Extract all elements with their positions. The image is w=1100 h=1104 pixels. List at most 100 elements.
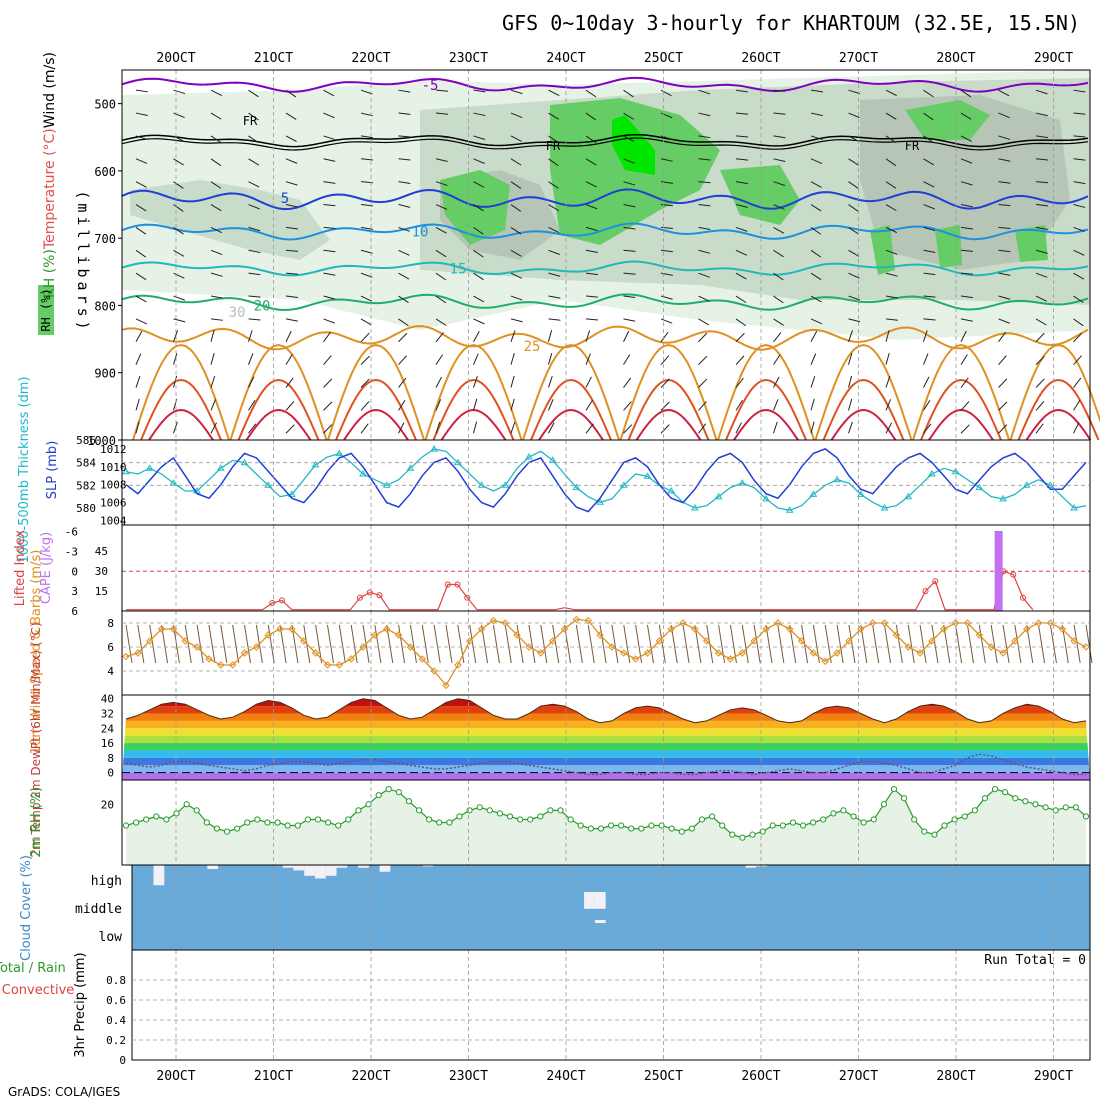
rh2m-point (1063, 805, 1068, 810)
rh2m-point (144, 817, 149, 822)
temp-band (122, 706, 1090, 713)
wind-barb (886, 376, 890, 387)
rh2m-point (962, 814, 967, 819)
wind-barb (624, 331, 629, 342)
pressure-tick: 500 (94, 98, 116, 112)
wind-barb-10m (458, 625, 464, 663)
rh2m-point (548, 808, 553, 813)
wind-barb (474, 331, 480, 342)
rh2m-point (1003, 790, 1008, 795)
wind-barb (136, 90, 148, 92)
wind-barb-10m (719, 625, 725, 663)
rh2m-point (164, 817, 169, 822)
wind-barb (699, 356, 707, 364)
millibars-label: (millibars) (74, 190, 92, 333)
wind-barb (211, 399, 216, 410)
rh2m-point (1043, 805, 1048, 810)
temp-tick: 16 (101, 737, 114, 750)
rh2m-point (265, 820, 270, 825)
panel-frame (122, 440, 1090, 525)
pressure-tick: 700 (94, 232, 116, 246)
rh2m-point (821, 817, 826, 822)
ylabel-part: Temperature (°C) (42, 128, 58, 250)
rh2m-point (831, 811, 836, 816)
wind-barb-10m (268, 625, 274, 663)
wind-barb (924, 377, 929, 388)
precip-tick: 0.6 (106, 994, 126, 1007)
surface-isotherm (442, 410, 506, 440)
cloud-bar (315, 865, 326, 879)
wind-barb (324, 332, 331, 342)
wind-barb (174, 90, 186, 93)
rh2m-point (588, 826, 593, 831)
rh2m-point (558, 808, 563, 813)
wind-barb-10m (197, 625, 203, 663)
wind-barb (586, 400, 592, 410)
wind-barb-10m (885, 625, 891, 663)
wind-barb (1036, 401, 1044, 410)
wind-barb (211, 319, 223, 320)
wind-barb-10m (410, 625, 416, 663)
bottom-date-label: 25OCT (644, 1069, 683, 1084)
cape-bar (995, 531, 1003, 611)
rh2m-point (396, 790, 401, 795)
wind-barb (286, 354, 292, 364)
wind-barb (174, 319, 186, 322)
bottom-date-label: 22OCT (351, 1069, 390, 1084)
wind-barb (324, 402, 332, 410)
rh2m-point (639, 826, 644, 831)
wind-barb-10m (529, 625, 535, 663)
rh2m-point (1073, 805, 1078, 810)
rh2m-point (891, 787, 896, 792)
chart-title: GFS 0~10day 3-hourly for KHARTOUM (32.5E… (502, 11, 1080, 35)
cloud-bar (304, 865, 315, 876)
rh2m-point (982, 796, 987, 801)
wind-barb-10m (778, 625, 784, 663)
wind-barb (549, 376, 553, 387)
precip-ylabel-part: Total / Rain (0, 961, 66, 976)
rh2m-point (871, 817, 876, 822)
wind-barb-10m (1015, 625, 1021, 663)
wind-barb-10m (742, 625, 748, 663)
wind-barb-10m (647, 625, 653, 663)
wind-barb (286, 331, 291, 342)
top-date-label: 28OCT (936, 51, 975, 66)
wind-barb (211, 353, 214, 365)
rh2m-point (154, 814, 159, 819)
rh2m-point (629, 826, 634, 831)
wind-barb (286, 319, 298, 321)
wind-barb (736, 333, 744, 342)
wind-barb-10m (434, 625, 440, 663)
temp-band (122, 758, 1090, 765)
wind-tick: 6 (107, 641, 114, 654)
surface-isotherm (929, 410, 993, 440)
temp-tick: 8 (107, 752, 114, 765)
rh2m-point (376, 793, 381, 798)
rh2m-point (689, 826, 694, 831)
wind-barb (849, 399, 852, 411)
temp-tick: 0 (107, 767, 114, 780)
bottom-date-label: 27OCT (839, 1069, 878, 1084)
panel-frame (122, 611, 1090, 695)
cloud-bar (380, 865, 391, 872)
wind-barb (811, 376, 815, 387)
wind-barb (999, 402, 1007, 410)
rh2m-point (457, 814, 462, 819)
wind-barb-10m (932, 625, 938, 663)
slp-line (126, 449, 1086, 512)
rh2m-point (467, 808, 472, 813)
contour-label: 20 (254, 298, 271, 314)
rh2m-point (194, 808, 199, 813)
wind-barb (549, 319, 561, 320)
panel-frame (122, 525, 1090, 611)
top-date-label: 20OCT (156, 51, 195, 66)
wind-barb (436, 332, 444, 341)
rh2m-point (912, 817, 917, 822)
slp-tick: 1008 (100, 479, 127, 492)
rh2m-point (972, 808, 977, 813)
contour-label: 10 (412, 224, 429, 240)
surface-isotherm (734, 410, 798, 440)
temp-band-group (122, 695, 1090, 780)
wind-barb (511, 319, 523, 322)
rh2m-point (669, 826, 674, 831)
